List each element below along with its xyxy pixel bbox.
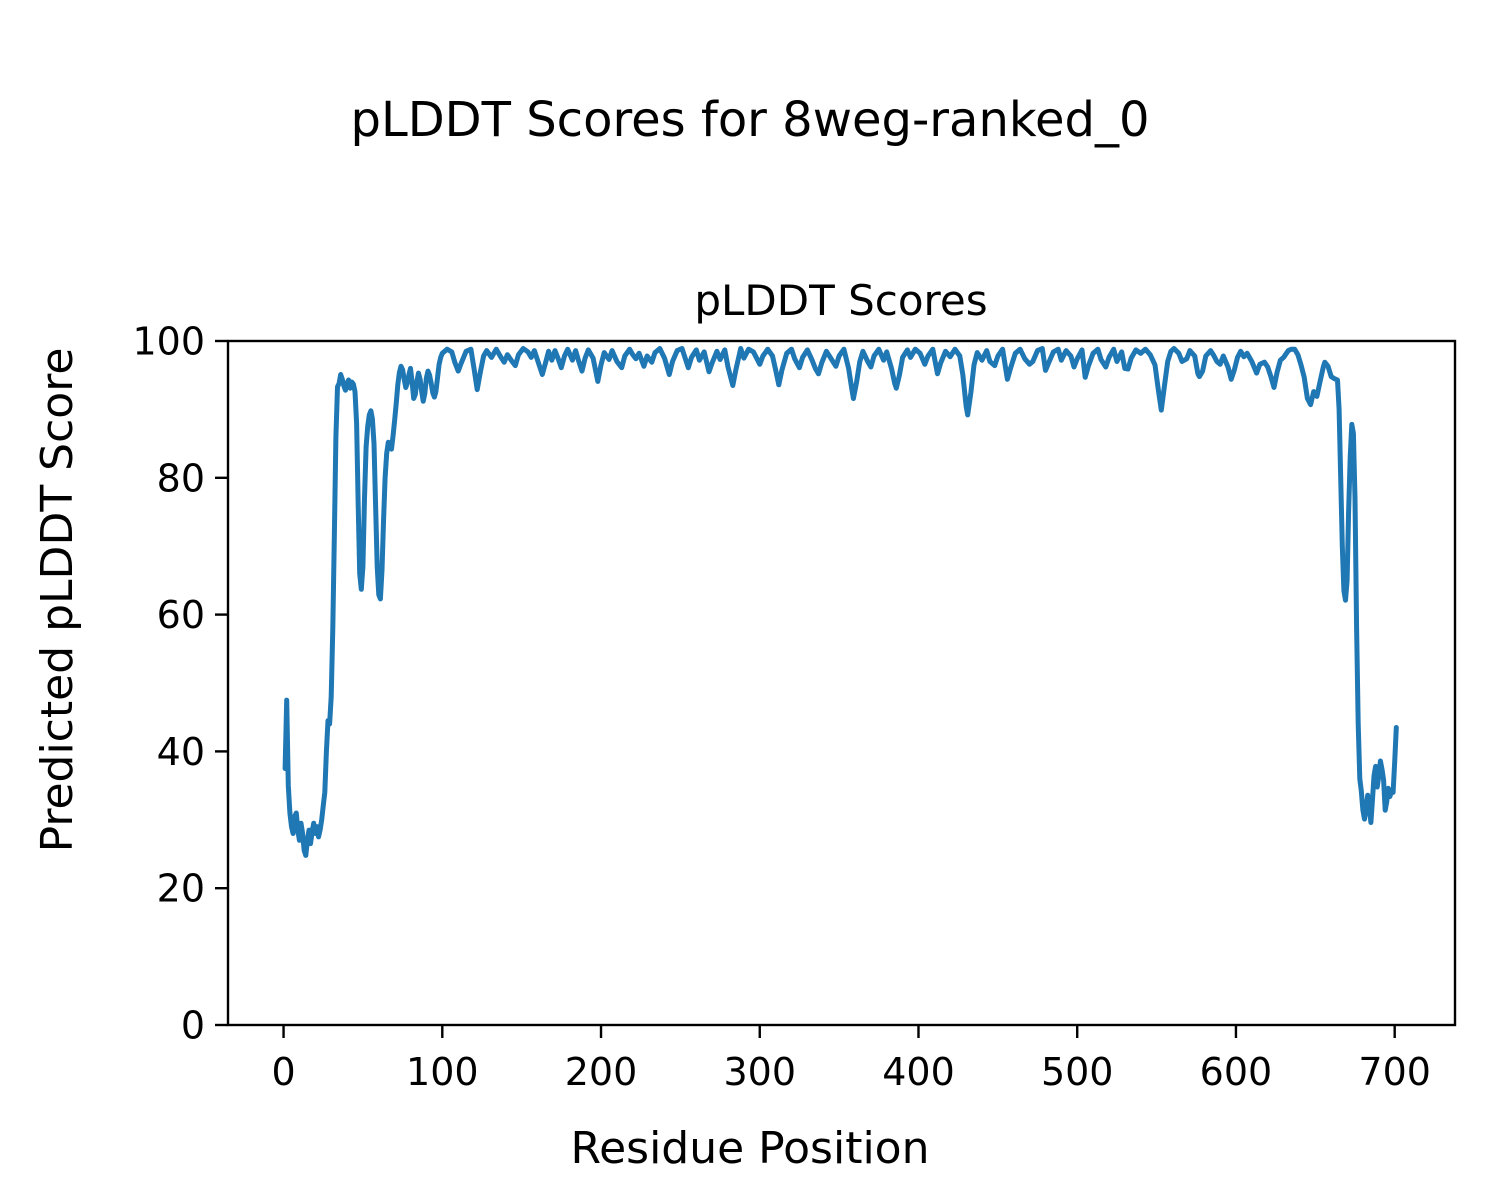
x-tick-label: 500	[1041, 1050, 1114, 1094]
x-axis-ticks: 0 100 200 300 400 500 600 700	[271, 1025, 1431, 1094]
y-tick-label: 60	[157, 593, 205, 637]
x-tick-label: 200	[565, 1050, 638, 1094]
x-tick-label: 600	[1200, 1050, 1273, 1094]
figure-title: pLDDT Scores for 8weg-ranked_0	[351, 92, 1150, 148]
x-tick-label: 100	[406, 1050, 479, 1094]
axes-spines	[226, 339, 1457, 1027]
axes-title: pLDDT Scores	[694, 276, 987, 325]
y-tick-label: 20	[157, 867, 205, 911]
x-tick-label: 0	[271, 1050, 295, 1094]
x-tick-label: 700	[1358, 1050, 1431, 1094]
x-tick-label: 300	[723, 1050, 796, 1094]
y-tick-label: 40	[157, 730, 205, 774]
y-tick-label: 80	[157, 456, 205, 500]
y-tick-label: 100	[132, 320, 205, 364]
y-tick-label: 0	[181, 1004, 205, 1048]
y-axis-label: Predicted pLDDT Score	[32, 348, 83, 853]
x-axis-label: Residue Position	[570, 1123, 929, 1174]
y-axis-ticks: 0 20 40 60 80 100	[132, 320, 228, 1048]
plddt-line	[282, 346, 1399, 858]
x-tick-label: 400	[882, 1050, 955, 1094]
